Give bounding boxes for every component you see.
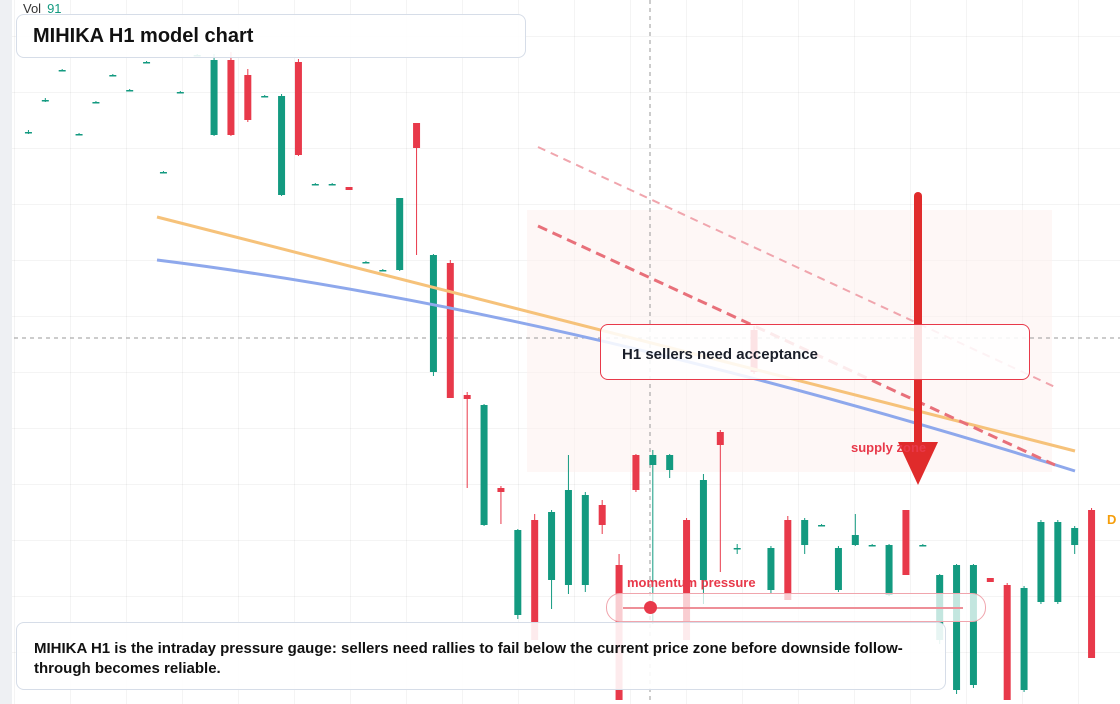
candle-body [58,70,66,72]
footer-note: MIHIKA H1 is the intraday pressure gauge… [16,622,946,690]
candle-body [885,545,893,595]
candle-body [143,62,151,64]
candle-body [480,405,488,525]
candle-body [396,198,404,270]
candle-body [159,172,167,174]
candle-body [868,545,876,547]
candle-body [581,495,589,585]
candles [24,52,1096,700]
candle-body [548,512,556,580]
gauge-label: momentum pressure [627,575,756,590]
candle-body [278,96,286,195]
candle-body [649,455,657,465]
candle-body [683,520,691,640]
candle-body [716,432,724,445]
candle-body [429,255,437,372]
zone-label: supply zone [851,440,927,455]
candle-body [261,96,269,98]
candle-body [92,102,100,104]
candle-body [497,488,505,492]
arrow-head [898,442,938,485]
candle-body [699,480,707,580]
left-strip [0,0,12,704]
candle-body [851,535,859,545]
momentum-gauge [606,593,986,622]
candle-body [413,123,421,148]
candle-body [345,187,353,190]
candle-body [902,510,910,575]
candle-body [294,62,302,155]
candle-body [784,520,792,600]
candle-body [531,520,539,640]
candle-body [210,60,218,135]
candle-body [953,565,961,690]
candle-body [1020,588,1028,690]
candle-body [1088,510,1096,658]
candle-body [1037,522,1045,602]
gauge-track [623,607,963,609]
gauge-knob [644,601,657,614]
candle-body [311,184,319,186]
candle-body [227,60,235,135]
candle-body [767,548,775,590]
candle-body [109,75,117,77]
candle-body [969,565,977,685]
volume: Vol 91 [23,1,62,16]
candle-body [126,90,134,92]
candle-body [1003,585,1011,700]
candle-body [24,132,32,134]
candle-body [41,100,49,102]
trend-line-upper [537,146,1056,388]
candle-body [818,525,826,527]
chart-title: MIHIKA H1 model chart [16,14,526,58]
candle-body [919,545,927,547]
candle-body [564,490,572,585]
candle-body [446,263,454,398]
candle-body [463,395,471,399]
candle-body [514,530,522,615]
candle-body [75,134,83,136]
candle-body [801,520,809,545]
candle-body [598,505,606,525]
volume-label: Vol [23,1,42,16]
candle-body [986,578,994,582]
volume-value: 91 [47,1,62,16]
candle-body [733,548,741,550]
edge-label: D [1107,512,1117,527]
candle-body [379,270,387,272]
moving-average-blue [156,258,1076,473]
annotation-box: H1 sellers need acceptance [600,324,1030,380]
candle-body [1071,528,1079,545]
candle-body [1054,522,1062,602]
candle-body [834,548,842,590]
candle-body [328,184,336,186]
candle-body [362,262,370,264]
candle-body [666,455,674,470]
candle-body [176,92,184,94]
candle-body [244,75,252,120]
candle-body [632,455,640,490]
